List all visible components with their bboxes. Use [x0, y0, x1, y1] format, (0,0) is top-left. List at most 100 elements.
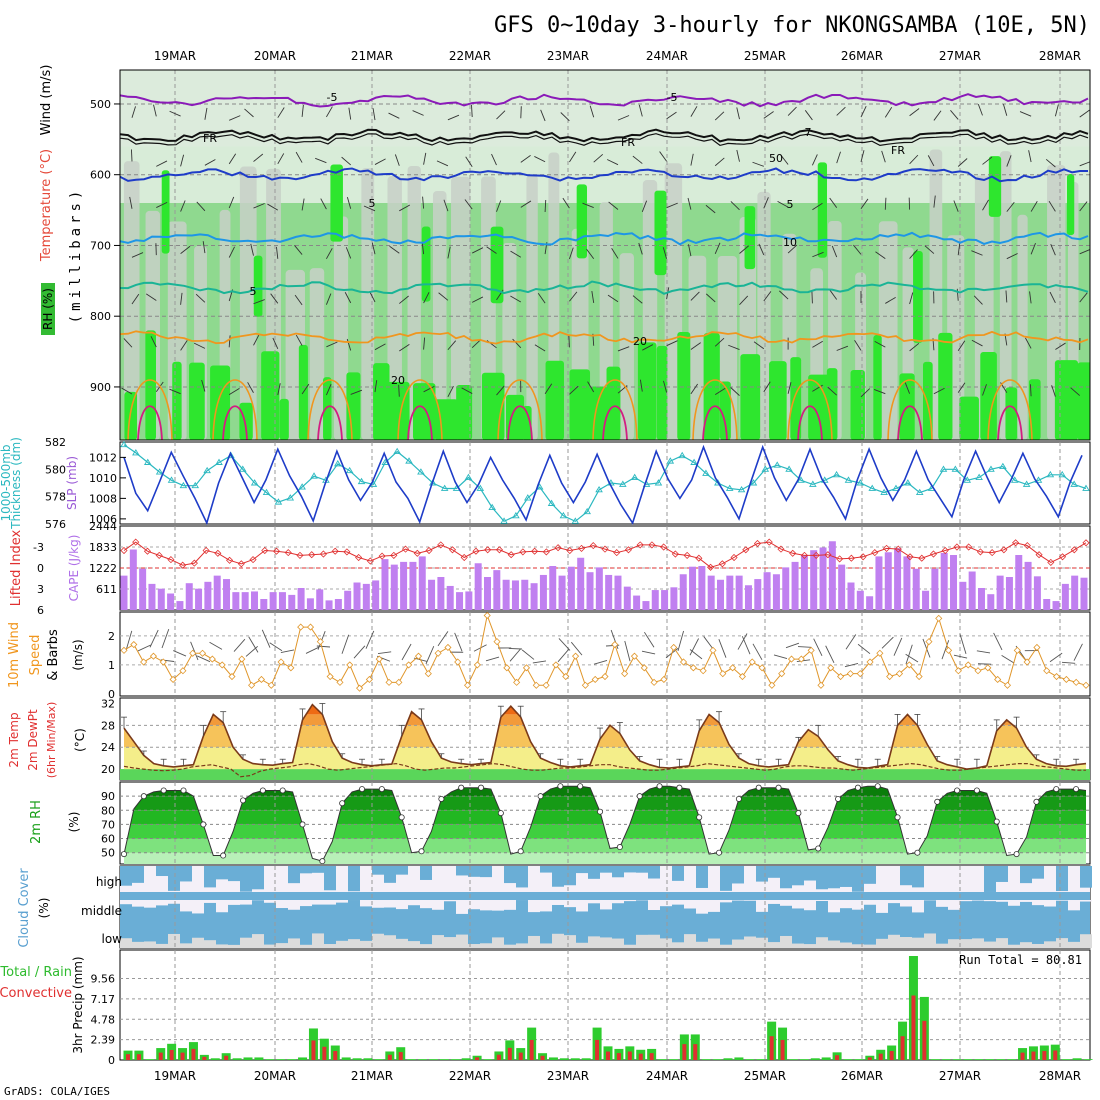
thickness-marker [250, 479, 259, 486]
wind-barb [131, 293, 140, 305]
cape-bar [1015, 555, 1023, 610]
lifted-index-marker [800, 551, 809, 559]
lifted-index-marker [378, 552, 386, 560]
cloud-low-bar [564, 935, 576, 948]
cloud-mid-gap [648, 900, 660, 911]
wind-barb [831, 245, 838, 258]
wind-barb [884, 107, 893, 118]
cloud-mid-gap [792, 900, 804, 909]
precip-convective-bar [889, 1051, 894, 1060]
cloud-low-bar [780, 935, 792, 948]
wind-barb [829, 197, 838, 208]
rh-moist-plume [569, 369, 591, 440]
temp-title-line1: 2m Temp [7, 712, 21, 767]
cape-bar [549, 566, 557, 610]
surface-wind-barb [752, 643, 763, 661]
slp-tick-label: 1010 [89, 472, 117, 485]
surface-wind-barb [905, 653, 919, 663]
cloud-low-bar [756, 937, 768, 948]
wind-speed-marker [169, 675, 177, 684]
surface-wind-barb [508, 647, 523, 650]
cloud-low-bar [1056, 938, 1068, 948]
wind-speed-marker [846, 670, 854, 678]
cloud-low-bar [864, 944, 876, 948]
precip-gridlines [120, 950, 1090, 1060]
cloud-low-bar [1020, 942, 1032, 948]
wind-speed-marker [179, 667, 187, 675]
cloud-low-bar [372, 933, 384, 948]
cloud-mid-gap [456, 900, 468, 914]
wind-barb [169, 110, 181, 117]
wind-barb [204, 107, 208, 120]
rh-marker [458, 784, 465, 791]
rh-marker [378, 786, 385, 793]
wind-barb [787, 244, 798, 254]
li-tick-label: 6 [37, 604, 44, 617]
cape-panel: 611 1222 1833 2444 -3 0 3 6 Lifted Index CAPE (… [9, 520, 1091, 617]
thickness-tick-label: 576 [45, 518, 66, 531]
rh-tick-label: 60 [101, 833, 115, 846]
precip-convective-bar [191, 1048, 196, 1060]
temperature-series [121, 703, 1087, 778]
wind-barb [659, 151, 667, 162]
precip-total-bar [930, 1059, 940, 1060]
rh-moist-plume [826, 368, 838, 440]
wind-barb [690, 153, 694, 166]
cloud-high-bar [576, 866, 588, 874]
wind-speed-marker [552, 661, 560, 669]
wind-title-line1: 10m Wind [7, 622, 22, 688]
wind-speed-marker [935, 614, 943, 622]
thickness-marker [512, 511, 520, 519]
wind-barb [399, 204, 411, 212]
wind-barb [714, 242, 721, 254]
wind-barb [534, 156, 546, 163]
precip-convective-bar [126, 1054, 130, 1060]
day-label-top: 24MAR [646, 49, 688, 63]
cloud-high-bar [672, 866, 684, 881]
surface-wind-barb [209, 641, 223, 650]
wind-speed-marker [316, 638, 324, 646]
cloud-low-bar [216, 944, 228, 948]
cloud-low-bar [972, 938, 984, 948]
day-label-bottom: 24MAR [646, 1069, 688, 1083]
surface-wind-barb [248, 636, 259, 653]
contour-labels: -5 -5 5 5 5 10 20 20 FR FR FR 7 50 [203, 91, 905, 387]
rh-marker [259, 787, 266, 794]
cape-bar [400, 561, 408, 610]
wind-barb [496, 385, 505, 396]
precip-convective-bar [627, 1051, 632, 1060]
wind-barb [736, 107, 740, 120]
cloud-mid-gap [888, 900, 900, 904]
rh-moist-plume [346, 372, 361, 440]
cape-bar [679, 574, 687, 610]
wind-speed-marker [640, 664, 648, 672]
thickness-marker [773, 461, 782, 468]
cloud-high-bar [216, 866, 228, 880]
cape-bar [483, 577, 491, 610]
lifted-index-marker [812, 551, 820, 559]
surface-wind-barb [953, 654, 968, 659]
lifted-index-marker [671, 550, 679, 558]
wind-speed-marker [807, 646, 815, 654]
cloud-low-bar [948, 939, 960, 948]
wind-barb [447, 246, 451, 259]
thickness-marker [714, 479, 722, 486]
precip-total-bar [788, 1059, 798, 1060]
thickness-marker [167, 476, 176, 483]
thickness-marker [963, 476, 972, 483]
temp-band [124, 725, 1027, 748]
wind-speed-marker [267, 681, 275, 689]
precip-total-bar [996, 1059, 1006, 1060]
day-label-top: 27MAR [939, 49, 981, 63]
cape-bar [586, 572, 594, 610]
wind-speed-marker [621, 670, 629, 678]
day-label-bottom: 20MAR [254, 1069, 296, 1083]
cape-bar [717, 579, 725, 610]
lifted-index-marker [1000, 546, 1008, 554]
precip-total-bar [723, 1058, 733, 1060]
wind-barb [957, 243, 961, 256]
cape-tick-label: 1833 [89, 541, 117, 554]
wind-barb [1048, 200, 1056, 212]
cloud-high-bar [516, 866, 528, 888]
